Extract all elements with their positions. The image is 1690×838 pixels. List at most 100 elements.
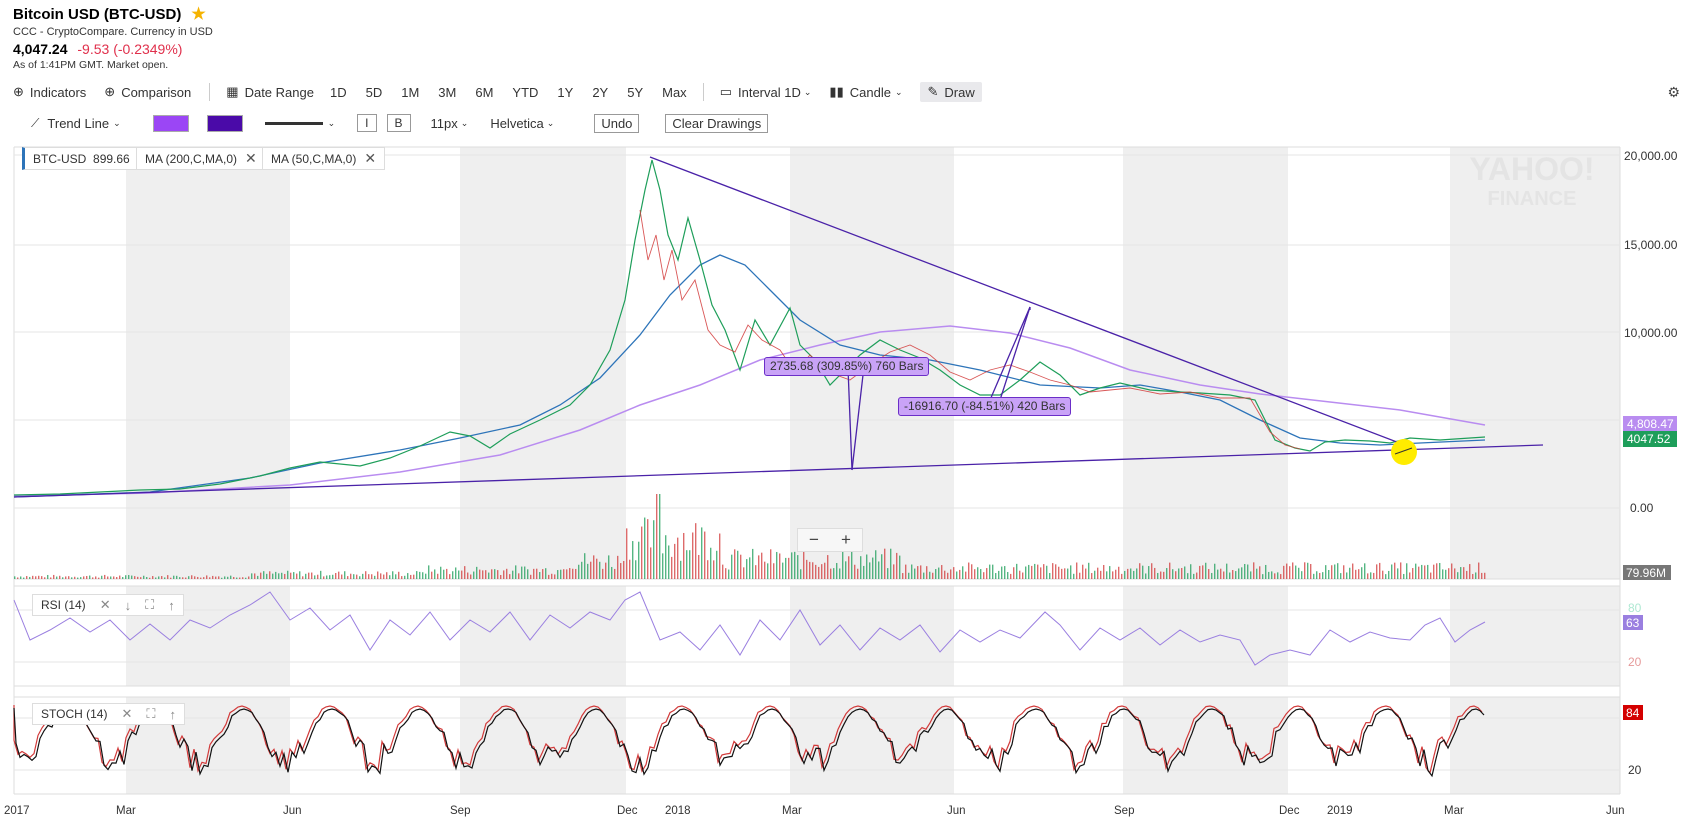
star-icon[interactable]: ★: [191, 6, 206, 23]
volume-bar: [404, 575, 406, 579]
volume-bar: [1370, 572, 1372, 579]
range-1d[interactable]: 1D: [329, 84, 347, 100]
volume-bar: [530, 574, 532, 579]
volume-bar: [1307, 562, 1309, 579]
draw-button[interactable]: ✎ Draw: [920, 82, 982, 102]
volume-bar: [968, 562, 970, 579]
volume-bar: [77, 577, 79, 579]
volume-bar: [326, 575, 328, 579]
volume-bar: [122, 576, 124, 579]
volume-bar: [176, 575, 178, 579]
volume-bar: [179, 577, 181, 579]
legend-ma200[interactable]: MA (200,C,MA,0) ✕: [136, 147, 266, 170]
range-max[interactable]: Max: [662, 84, 687, 100]
bold-button[interactable]: B: [386, 114, 411, 132]
volume-bar: [815, 564, 817, 579]
italic-button[interactable]: I: [357, 114, 377, 132]
line-style-dropdown[interactable]: ⌄: [264, 118, 335, 129]
panel-borders: [13, 146, 1621, 795]
volume-bar: [26, 576, 28, 579]
volume-bar: [1448, 568, 1450, 579]
indicators-button[interactable]: ⊕ Indicators: [13, 84, 87, 100]
interval-dropdown[interactable]: ▭ Interval 1D ⌄: [719, 84, 812, 100]
volume-bar: [167, 575, 169, 579]
font-family-dropdown[interactable]: Helvetica ⌄: [490, 115, 555, 131]
zoom-out-button[interactable]: −: [809, 530, 819, 549]
trend-line-dropdown[interactable]: ⟋ Trend Line ⌄: [31, 115, 121, 131]
volume-bar: [839, 568, 841, 579]
undo-button[interactable]: Undo: [594, 113, 640, 133]
line-color-picker[interactable]: [206, 114, 243, 132]
volume-bar: [1265, 564, 1267, 579]
volume-bar: [341, 574, 343, 579]
volume-bar: [1328, 569, 1330, 579]
expand-icon[interactable]: ⛶: [145, 597, 155, 612]
volume-bar: [893, 564, 895, 579]
range-5d[interactable]: 5D: [365, 84, 383, 100]
volume-bar: [1118, 566, 1120, 579]
volume-bar: [509, 574, 511, 579]
arrow-up-icon[interactable]: ↑: [168, 597, 175, 613]
volume-bar: [632, 541, 634, 579]
volume-bar: [221, 577, 223, 579]
arrow-up-icon[interactable]: ↑: [169, 706, 176, 722]
candle-icon: ▮▮: [829, 84, 844, 99]
legend-btc[interactable]: BTC-USD 899.66: [22, 147, 139, 170]
volume-bar: [626, 528, 628, 579]
comparison-button[interactable]: ⊕ Comparison: [104, 84, 192, 100]
expand-icon[interactable]: ⛶: [146, 706, 156, 721]
watermark-finance: FINANCE: [1488, 188, 1577, 210]
volume-bar: [197, 576, 199, 579]
range-1y[interactable]: 1Y: [557, 84, 574, 100]
font-size-dropdown[interactable]: 11px ⌄: [430, 115, 469, 131]
legend-ma50[interactable]: MA (50,C,MA,0) ✕: [262, 147, 386, 170]
volume-bar: [1139, 563, 1141, 579]
range-1m[interactable]: 1M: [401, 84, 420, 100]
range-5y[interactable]: 5Y: [627, 84, 644, 100]
volume-bar: [275, 571, 277, 579]
volume-bar: [1406, 563, 1408, 579]
volume-bar: [41, 576, 43, 579]
volume-bar: [926, 566, 928, 579]
volume-bar: [173, 575, 175, 579]
volume-bar: [719, 533, 721, 579]
volume-bar: [716, 550, 718, 579]
clear-drawings-button[interactable]: Clear Drawings: [665, 113, 769, 133]
measure-label-2[interactable]: -16916.70 (-84.51%) 420 Bars: [898, 397, 1072, 416]
close-icon[interactable]: ✕: [121, 706, 133, 721]
volume-bar: [599, 561, 601, 579]
range-2y[interactable]: 2Y: [592, 84, 609, 100]
volume-bar: [1409, 572, 1411, 579]
volume-bar: [971, 564, 973, 579]
volume-bar: [1373, 572, 1375, 579]
volume-bar: [149, 577, 151, 579]
volume-bar: [920, 565, 922, 579]
range-3m[interactable]: 3M: [438, 84, 457, 100]
date-range-button[interactable]: ▦ Date Range: [226, 84, 314, 100]
divider: [702, 83, 704, 101]
volume-bar: [935, 569, 937, 579]
volume-bar: [317, 574, 319, 579]
range-6m[interactable]: 6M: [475, 84, 494, 100]
rsi-tick-20: 20: [1628, 655, 1642, 669]
plus-circle-icon: ⊕: [13, 84, 24, 99]
gear-icon[interactable]: ⚙: [1667, 84, 1680, 100]
volume-bar: [614, 568, 616, 579]
close-icon[interactable]: ✕: [364, 150, 377, 166]
volume-bar: [827, 555, 829, 579]
fill-color-picker[interactable]: [152, 114, 189, 132]
close-icon[interactable]: ✕: [245, 150, 257, 166]
arrow-down-icon[interactable]: ↓: [124, 597, 132, 613]
volume-bar: [962, 566, 964, 579]
measure-label-1[interactable]: 2735.68 (309.85%) 760 Bars: [764, 357, 930, 376]
volume-bar: [707, 560, 709, 579]
range-ytd[interactable]: YTD: [512, 84, 539, 100]
chart-type-dropdown[interactable]: ▮▮ Candle ⌄: [829, 84, 903, 100]
volume-bar: [1472, 573, 1474, 579]
quote-change: -9.53 (-0.2349%): [77, 41, 183, 57]
close-icon[interactable]: ✕: [99, 597, 111, 612]
volume-bar: [854, 564, 856, 579]
volume-bar: [17, 577, 19, 579]
volume-bar: [254, 573, 256, 579]
zoom-in-button[interactable]: +: [841, 530, 851, 549]
